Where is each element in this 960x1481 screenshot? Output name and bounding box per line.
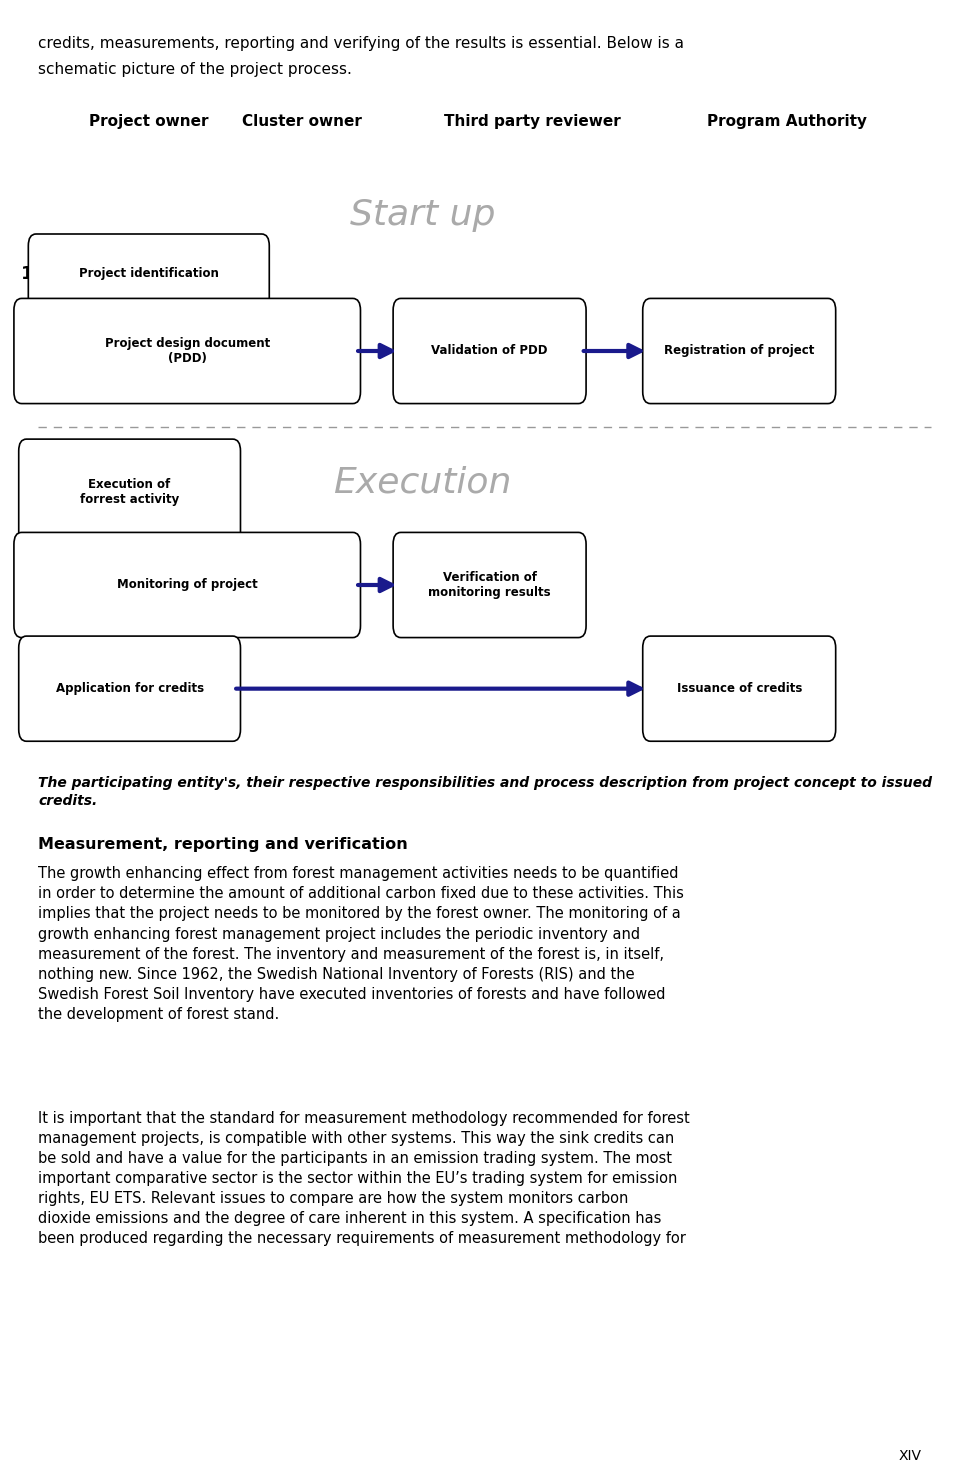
- Text: 5: 5: [20, 680, 34, 698]
- Text: Third party reviewer: Third party reviewer: [444, 114, 621, 129]
- Text: Issuance of credits: Issuance of credits: [677, 683, 802, 695]
- Text: The growth enhancing effect from forest management activities needs to be quanti: The growth enhancing effect from forest …: [38, 866, 684, 1022]
- Text: XIV: XIV: [899, 1450, 922, 1463]
- FancyBboxPatch shape: [394, 532, 586, 637]
- FancyBboxPatch shape: [19, 637, 240, 740]
- Text: Execution of
forrest activity: Execution of forrest activity: [80, 478, 180, 505]
- Text: Cluster owner: Cluster owner: [243, 114, 362, 129]
- Text: schematic picture of the project process.: schematic picture of the project process…: [38, 62, 352, 77]
- Text: 1: 1: [20, 265, 34, 283]
- Text: 4: 4: [20, 576, 34, 594]
- FancyBboxPatch shape: [14, 298, 361, 403]
- Text: It is important that the standard for measurement methodology recommended for fo: It is important that the standard for me…: [38, 1111, 690, 1246]
- FancyBboxPatch shape: [29, 234, 269, 314]
- Text: Registration of project: Registration of project: [664, 345, 814, 357]
- Text: Program Authority: Program Authority: [708, 114, 867, 129]
- FancyBboxPatch shape: [19, 438, 240, 544]
- Text: Execution: Execution: [333, 467, 512, 499]
- FancyBboxPatch shape: [14, 532, 361, 637]
- Text: credits, measurements, reporting and verifying of the results is essential. Belo: credits, measurements, reporting and ver…: [38, 36, 684, 50]
- Text: Project owner: Project owner: [89, 114, 208, 129]
- Text: Application for credits: Application for credits: [56, 683, 204, 695]
- FancyBboxPatch shape: [643, 298, 835, 403]
- Text: Project identification: Project identification: [79, 268, 219, 280]
- Text: Start up: Start up: [349, 198, 495, 231]
- FancyBboxPatch shape: [643, 637, 835, 740]
- Text: Verification of
monitoring results: Verification of monitoring results: [428, 572, 551, 598]
- FancyBboxPatch shape: [394, 298, 586, 403]
- Text: Monitoring of project: Monitoring of project: [117, 579, 257, 591]
- Text: 3: 3: [20, 483, 34, 501]
- Text: 2: 2: [20, 342, 34, 360]
- Text: The participating entity's, their respective responsibilities and process descri: The participating entity's, their respec…: [38, 776, 932, 809]
- Text: Project design document
(PDD): Project design document (PDD): [105, 338, 270, 364]
- Text: Validation of PDD: Validation of PDD: [431, 345, 548, 357]
- Text: Measurement, reporting and verification: Measurement, reporting and verification: [38, 837, 408, 852]
